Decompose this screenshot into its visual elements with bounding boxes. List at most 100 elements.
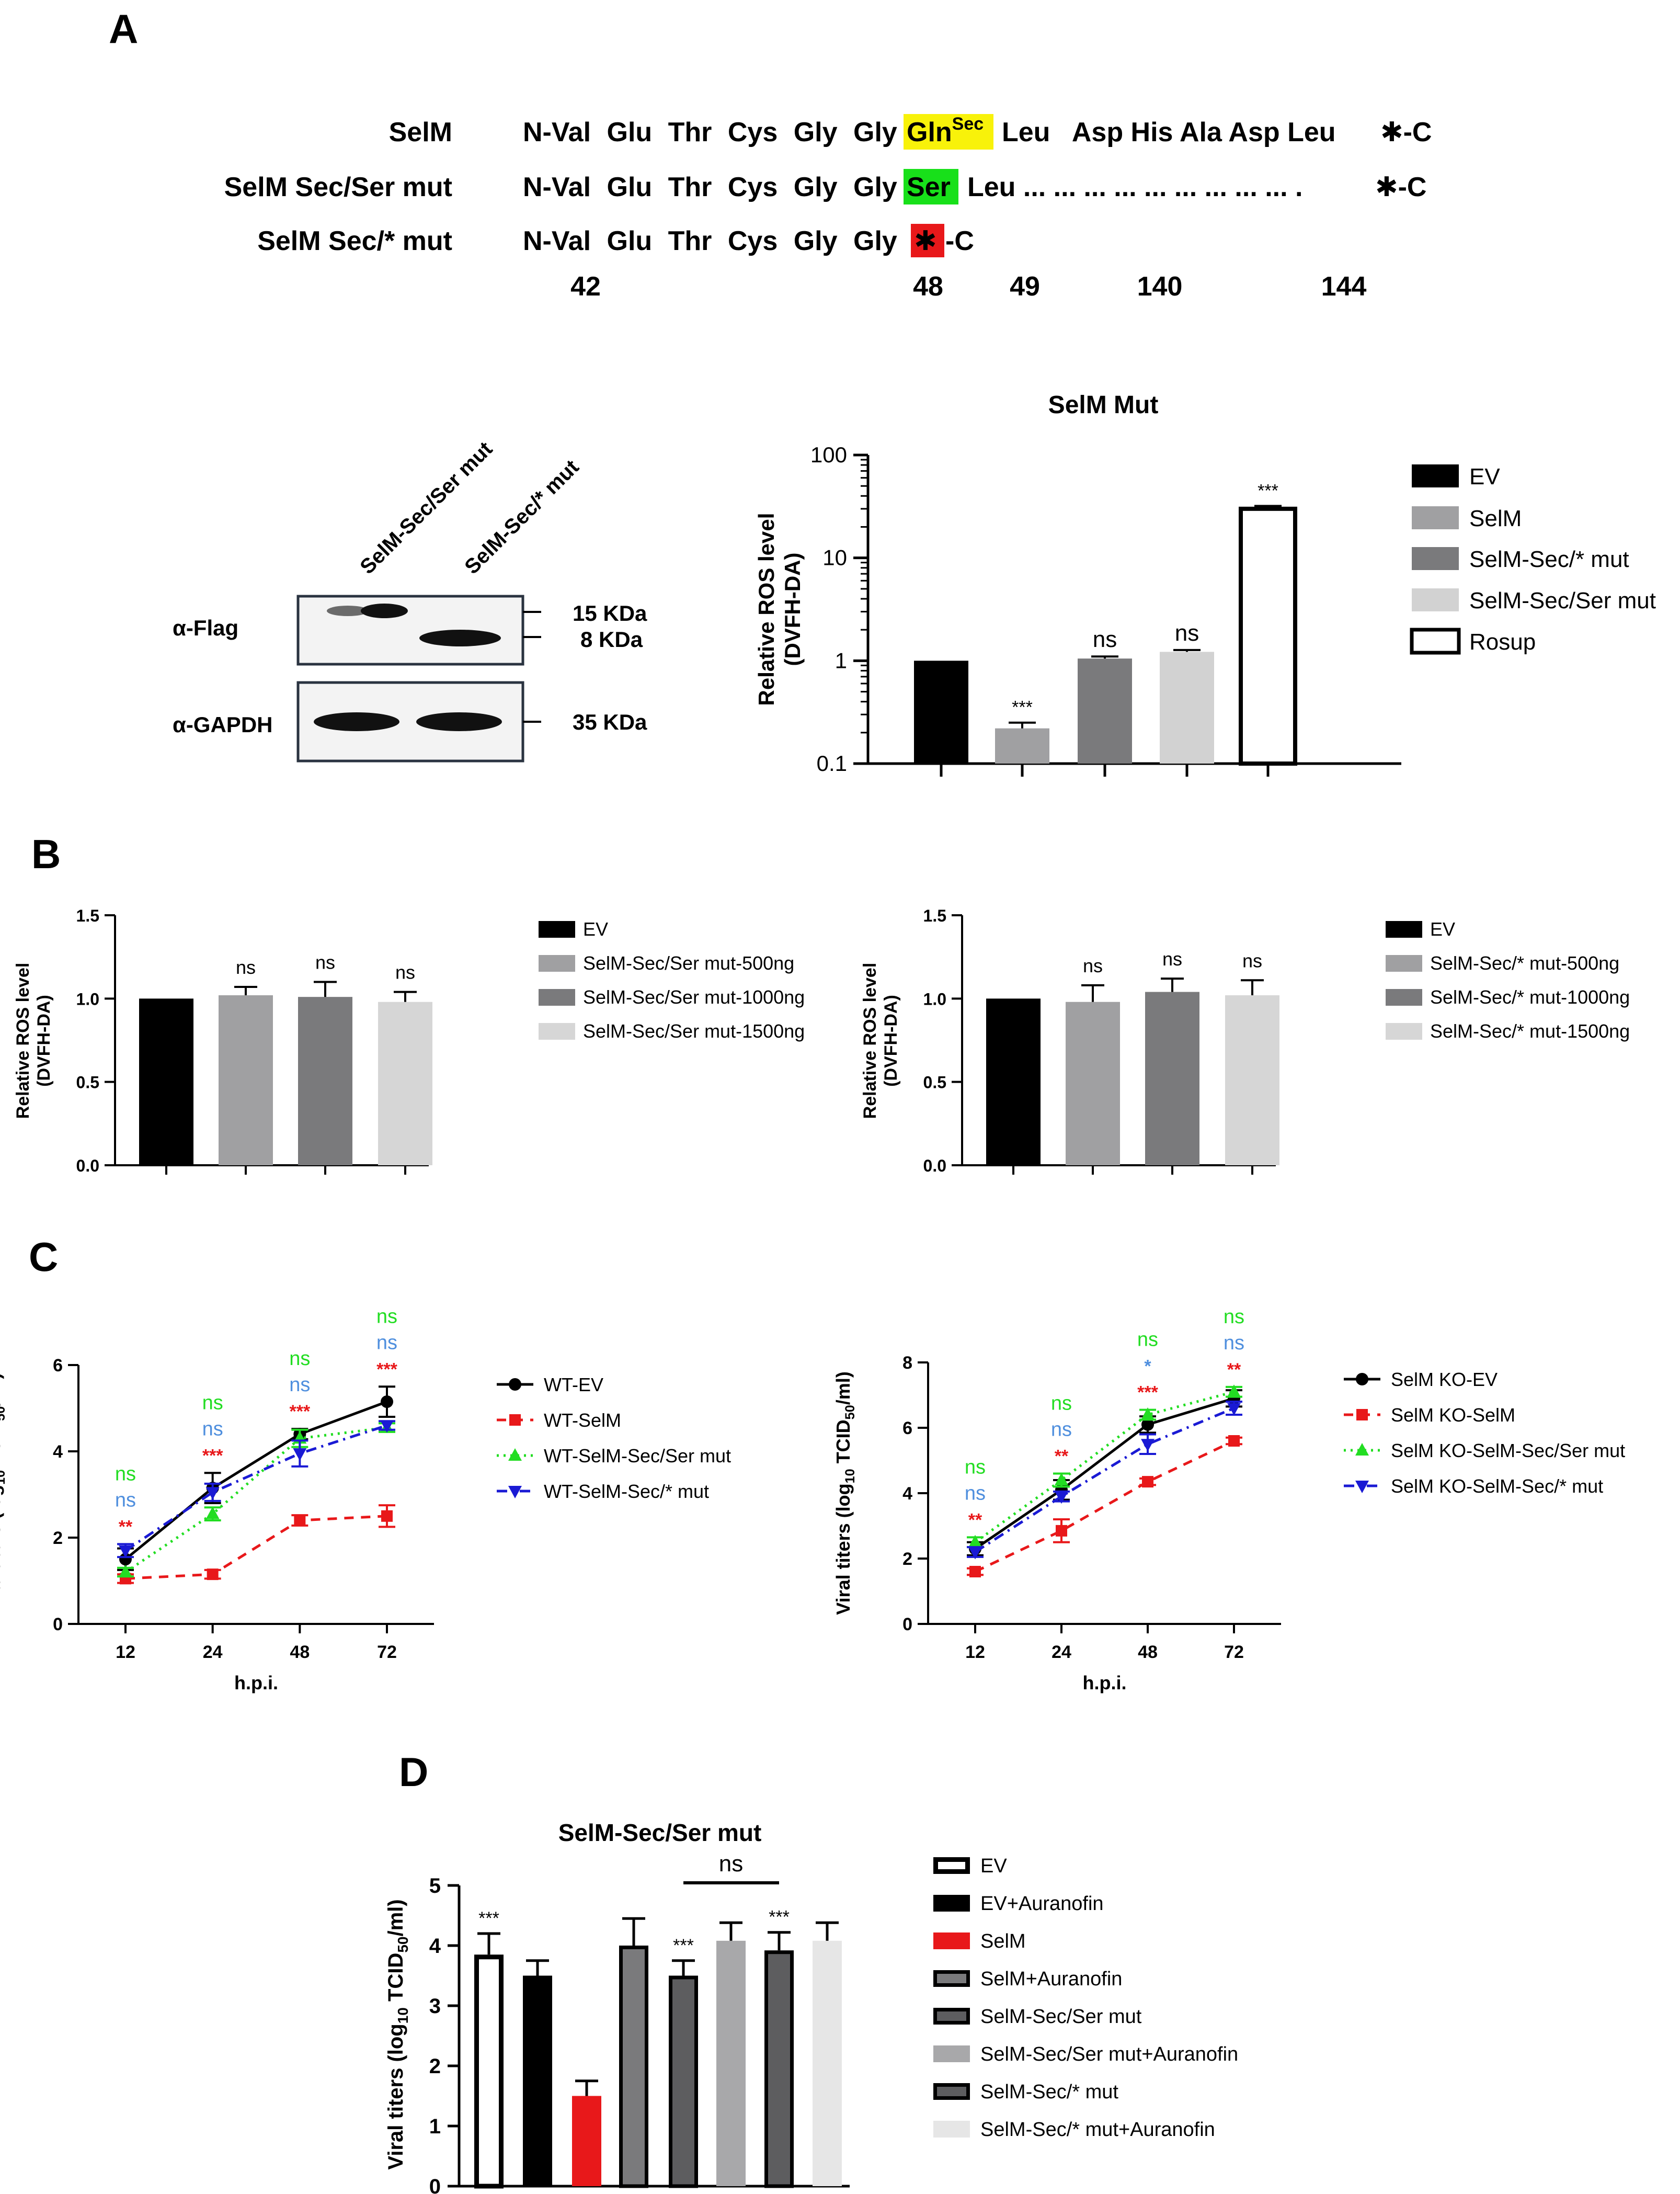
bar: [1239, 506, 1297, 766]
panel-label-d: D: [399, 1749, 428, 1795]
significance-label: ***: [478, 1908, 499, 1928]
significance-label: *: [1144, 1357, 1151, 1377]
data-point: [968, 1534, 982, 1548]
series-line: [124, 1400, 387, 1561]
x-tick-label: 24: [1052, 1642, 1071, 1662]
y-tick-label: 4: [53, 1442, 63, 1462]
legend-swatch: [933, 2121, 970, 2138]
significance-label: ns: [1224, 1306, 1244, 1328]
sequence-name: SelM Sec/Ser mut: [224, 172, 452, 202]
seq-token: Thr: [668, 172, 712, 202]
data-point: [381, 1395, 393, 1408]
legend-label: EV: [1469, 464, 1500, 490]
data-point: [1055, 1491, 1068, 1504]
series-line: [974, 1439, 1235, 1573]
axis-label-y: Viral titers (log10 TCID50/ml): [384, 1899, 411, 2169]
seq-token: Glu: [607, 226, 653, 256]
significance-label: ns: [376, 1332, 397, 1354]
legend-swatch: [1386, 921, 1422, 938]
panel-label-b: B: [31, 831, 61, 877]
bar: [1160, 652, 1214, 764]
axis-label-part: Viral titers (log: [384, 2024, 407, 2169]
legend-label: Rosup: [1469, 629, 1536, 655]
legend-label: EV+Auranofin: [980, 1893, 1104, 1915]
axis-label-x: h.p.i.: [234, 1672, 278, 1693]
legend-swatch: [539, 989, 575, 1006]
significance-label: ns: [1083, 955, 1103, 976]
y-tick-label: 1: [835, 648, 847, 673]
data-point: [969, 1566, 981, 1577]
stop-residue: ✱: [914, 226, 937, 256]
seq-after: Leu ... ... ... ... ... ... ... ... ... …: [967, 172, 1302, 202]
data-point: [205, 1487, 220, 1500]
y-tick-label: 0: [53, 1615, 63, 1634]
significance-label: ns: [1137, 1329, 1158, 1351]
legend-marker: [509, 1414, 521, 1426]
significance-label: ns: [1242, 950, 1262, 971]
x-tick-label: 48: [290, 1642, 310, 1662]
data-point: [1142, 1476, 1153, 1488]
y-tick-label: 0.0: [76, 1156, 99, 1175]
legend-label: EV: [1430, 918, 1455, 940]
seq-token: Gly: [794, 172, 838, 202]
significance-label: ***: [376, 1359, 397, 1379]
legend-label: EV: [980, 1855, 1007, 1877]
position-label: 48: [913, 271, 943, 302]
data-point: [380, 1420, 394, 1433]
legend-swatch: [933, 2008, 970, 2025]
legend-label: SelM KO-EV: [1391, 1369, 1498, 1390]
y-tick-label: 1.5: [76, 906, 99, 925]
legend-label: WT-SelM-Sec/Ser mut: [544, 1445, 731, 1467]
ser-residue: Ser: [907, 172, 951, 202]
legend-marker: [1355, 1443, 1369, 1456]
blot-row-label: α-Flag: [173, 616, 238, 640]
x-tick-label: 48: [1138, 1642, 1158, 1662]
y-tick-label: 4: [429, 1935, 441, 1958]
axis-label-y: (DVFH-DA): [780, 553, 805, 666]
data-point: [1227, 1384, 1241, 1397]
position-label: 42: [570, 271, 601, 302]
bar: [572, 2096, 601, 2186]
legend-label: SelM KO-SelM: [1391, 1404, 1515, 1426]
blot-lane-label: SelM-Sec/* mut: [460, 456, 583, 578]
legend-label: SelM-Sec/Ser mut-1500ng: [583, 1020, 805, 1042]
significance-label: ns: [202, 1418, 223, 1440]
significance-label: ***: [289, 1402, 310, 1422]
data-point: [1141, 1439, 1155, 1452]
legend-swatch: [1410, 628, 1461, 655]
y-tick-label: 1: [429, 2115, 441, 2138]
y-tick-label: 1.5: [923, 906, 946, 925]
data-point: [205, 1506, 220, 1519]
y-tick-label: 2: [902, 1549, 912, 1569]
legend-marker: [1356, 1409, 1368, 1420]
significance-label: ***: [202, 1446, 223, 1465]
legend-label: WT-SelM: [544, 1409, 621, 1431]
seq-token: Gly: [853, 226, 897, 256]
legend-swatch: [1412, 547, 1459, 570]
blot-flag-panel: [296, 595, 524, 666]
significance-label: ***: [673, 1936, 694, 1956]
blot-band: [314, 712, 399, 731]
data-point: [1228, 1435, 1240, 1447]
legend-swatch: [933, 1857, 970, 1874]
legend-swatch: [933, 2045, 970, 2062]
legend-swatch: [1386, 955, 1422, 972]
bar: [378, 1002, 432, 1165]
axis-label-part: /ml): [0, 1373, 4, 1406]
western-blot: SelM-Sec/Ser mut SelM-Sec/* mut α-Flag α…: [173, 437, 647, 763]
sec-residue: GlnSec: [907, 114, 984, 147]
bracket-label: ns: [719, 1851, 743, 1877]
data-point: [294, 1515, 306, 1526]
bar: [619, 1946, 648, 2188]
seq-after: Leu Asp His Ala Asp Leu: [1002, 117, 1336, 147]
x-tick-label: 24: [203, 1642, 223, 1662]
legend-label: SelM KO-SelM-Sec/Ser mut: [1391, 1440, 1625, 1461]
significance-label: ns: [115, 1463, 136, 1485]
y-tick-label: 0.5: [923, 1073, 946, 1092]
legend-label: SelM: [1469, 506, 1522, 531]
legend-marker: [1355, 1481, 1369, 1493]
y-tick-label: 0: [429, 2175, 441, 2194]
seq-token: Thr: [668, 117, 712, 147]
axis-label-part: /ml): [832, 1371, 854, 1405]
legend-swatch: [1412, 506, 1459, 529]
